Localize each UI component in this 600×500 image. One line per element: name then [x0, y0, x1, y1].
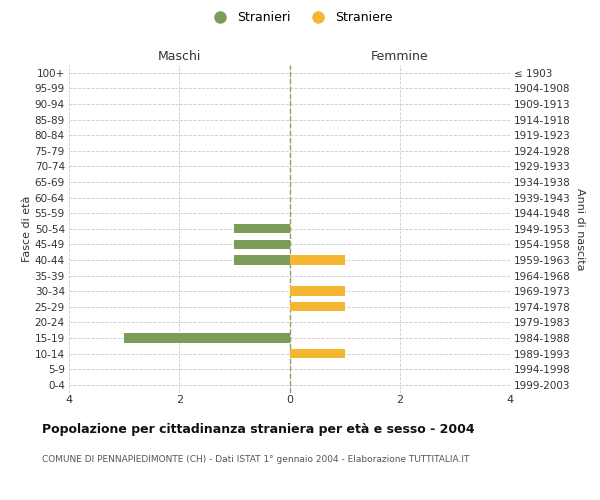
Bar	[235, 256, 290, 264]
Bar	[290, 302, 344, 312]
Bar	[235, 240, 290, 249]
Text: COMUNE DI PENNAPIEDIMONTE (CH) - Dati ISTAT 1° gennaio 2004 - Elaborazione TUTTI: COMUNE DI PENNAPIEDIMONTE (CH) - Dati IS…	[42, 455, 469, 464]
Y-axis label: Fasce di età: Fasce di età	[22, 196, 32, 262]
Bar	[290, 256, 344, 264]
Text: Maschi: Maschi	[158, 50, 201, 62]
Bar	[290, 286, 344, 296]
Text: Popolazione per cittadinanza straniera per età e sesso - 2004: Popolazione per cittadinanza straniera p…	[42, 422, 475, 436]
Legend: Stranieri, Straniere: Stranieri, Straniere	[202, 6, 398, 29]
Text: Femmine: Femmine	[371, 50, 428, 62]
Bar	[235, 224, 290, 234]
Bar	[124, 333, 290, 342]
Bar	[290, 349, 344, 358]
Y-axis label: Anni di nascita: Anni di nascita	[575, 188, 585, 270]
